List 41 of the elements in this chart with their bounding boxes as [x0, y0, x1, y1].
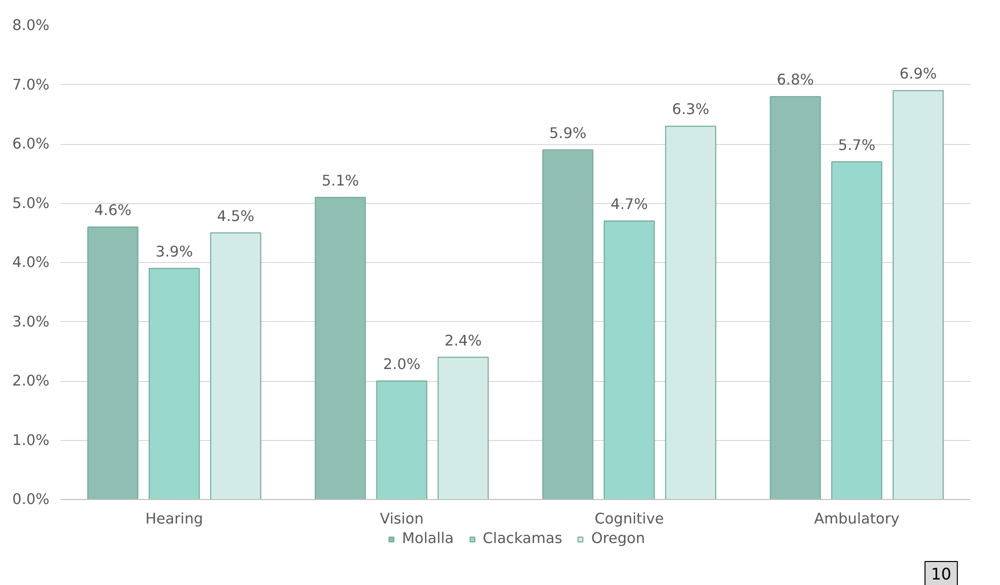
data-label: 6.9%: [900, 66, 937, 83]
legend-label: Molalla: [402, 530, 454, 547]
y-tick-label: 4.0%: [12, 254, 50, 271]
x-tick-label: Vision: [380, 510, 424, 528]
bar: [210, 232, 262, 500]
legend-label: Oregon: [591, 530, 646, 547]
y-tick-label: 7.0%: [12, 76, 50, 94]
data-label: 4.5%: [217, 208, 254, 225]
bar: [376, 380, 428, 500]
y-tick-label: 6.0%: [12, 136, 50, 152]
data-label: 4.7%: [610, 196, 648, 214]
data-label: 4.6%: [94, 202, 132, 219]
y-tick-label: 3.0%: [12, 313, 50, 330]
data-label: 5.9%: [549, 124, 587, 142]
bar: [148, 268, 200, 500]
data-label: 5.7%: [838, 136, 876, 154]
bar: [665, 126, 716, 500]
bar: [438, 356, 489, 500]
bar: [604, 220, 655, 500]
y-tick-label: 5.0%: [12, 194, 50, 212]
data-label: 3.9%: [156, 243, 193, 260]
bar: [831, 161, 882, 500]
data-label: 5.1%: [322, 172, 360, 190]
x-tick-label: Hearing: [145, 510, 204, 528]
data-label: 6.8%: [776, 72, 814, 89]
y-tick-label: 2.0%: [12, 372, 50, 390]
x-tick-label: Ambulatory: [814, 510, 900, 528]
y-tick-label: 8.0%: [12, 17, 50, 34]
bar: [87, 226, 138, 500]
data-label: 2.4%: [444, 332, 482, 350]
y-tick-label: 1.0%: [12, 432, 50, 449]
bar: [542, 149, 594, 500]
text: 10: [931, 564, 952, 584]
bar: [892, 90, 944, 500]
y-tick-label: 0.0%: [12, 491, 50, 508]
bar: [314, 196, 366, 500]
bar: [770, 96, 821, 500]
x-tick-label: Cognitive: [594, 510, 664, 528]
data-label: 6.3%: [672, 101, 710, 118]
legend-label: Clackamas: [482, 530, 562, 547]
data-label: 2.0%: [383, 356, 420, 373]
